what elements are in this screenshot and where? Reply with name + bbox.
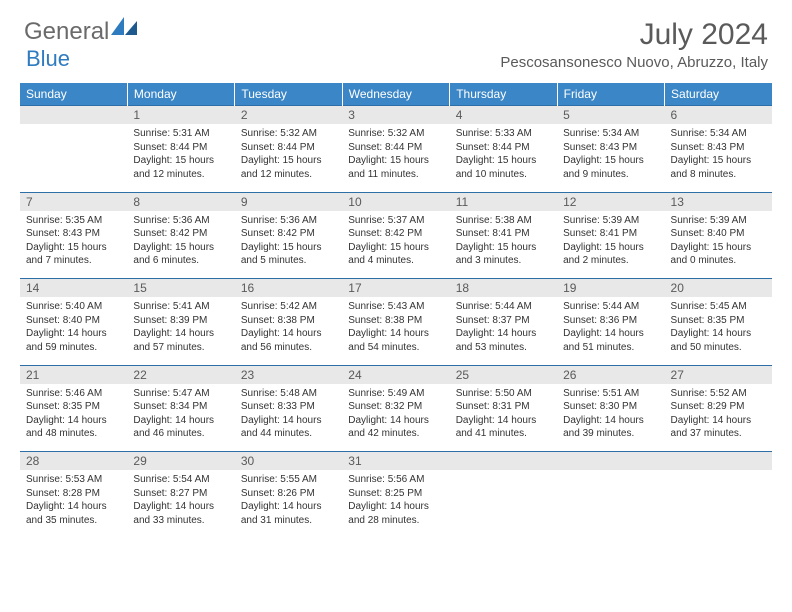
- day-detail-cell: Sunrise: 5:41 AMSunset: 8:39 PMDaylight:…: [127, 297, 234, 365]
- location: Pescosansonesco Nuovo, Abruzzo, Italy: [500, 54, 768, 71]
- day-detail-cell: Sunrise: 5:32 AMSunset: 8:44 PMDaylight:…: [342, 124, 449, 192]
- day-detail-cell: Sunrise: 5:32 AMSunset: 8:44 PMDaylight:…: [235, 124, 342, 192]
- day-detail-cell: Sunrise: 5:56 AMSunset: 8:25 PMDaylight:…: [342, 470, 449, 538]
- day-detail-cell: Sunrise: 5:34 AMSunset: 8:43 PMDaylight:…: [557, 124, 664, 192]
- day-detail-row: Sunrise: 5:31 AMSunset: 8:44 PMDaylight:…: [20, 124, 772, 192]
- day-number-cell: 2: [235, 106, 342, 125]
- day-number-cell: [450, 452, 557, 471]
- day-detail-cell: Sunrise: 5:45 AMSunset: 8:35 PMDaylight:…: [665, 297, 772, 365]
- day-detail-cell: Sunrise: 5:52 AMSunset: 8:29 PMDaylight:…: [665, 384, 772, 452]
- logo: General: [24, 18, 115, 46]
- weekday-header: Wednesday: [342, 83, 449, 106]
- day-number-cell: 14: [20, 279, 127, 298]
- day-number-row: 28293031: [20, 452, 772, 471]
- weekday-header: Saturday: [665, 83, 772, 106]
- day-detail-cell: Sunrise: 5:38 AMSunset: 8:41 PMDaylight:…: [450, 211, 557, 279]
- day-detail-cell: Sunrise: 5:55 AMSunset: 8:26 PMDaylight:…: [235, 470, 342, 538]
- day-number-row: 21222324252627: [20, 365, 772, 384]
- day-number-cell: 12: [557, 192, 664, 211]
- day-number-cell: 17: [342, 279, 449, 298]
- day-number-cell: 5: [557, 106, 664, 125]
- day-detail-cell: Sunrise: 5:34 AMSunset: 8:43 PMDaylight:…: [665, 124, 772, 192]
- calendar-table: SundayMondayTuesdayWednesdayThursdayFrid…: [20, 83, 772, 538]
- day-number-cell: 31: [342, 452, 449, 471]
- day-detail-cell: [20, 124, 127, 192]
- day-detail-row: Sunrise: 5:35 AMSunset: 8:43 PMDaylight:…: [20, 211, 772, 279]
- day-number-row: 123456: [20, 106, 772, 125]
- day-detail-cell: Sunrise: 5:37 AMSunset: 8:42 PMDaylight:…: [342, 211, 449, 279]
- day-detail-cell: Sunrise: 5:48 AMSunset: 8:33 PMDaylight:…: [235, 384, 342, 452]
- day-detail-cell: [450, 470, 557, 538]
- day-detail-cell: Sunrise: 5:46 AMSunset: 8:35 PMDaylight:…: [20, 384, 127, 452]
- day-detail-cell: Sunrise: 5:31 AMSunset: 8:44 PMDaylight:…: [127, 124, 234, 192]
- day-detail-cell: Sunrise: 5:54 AMSunset: 8:27 PMDaylight:…: [127, 470, 234, 538]
- day-number-cell: 28: [20, 452, 127, 471]
- day-detail-cell: Sunrise: 5:42 AMSunset: 8:38 PMDaylight:…: [235, 297, 342, 365]
- day-number-cell: 29: [127, 452, 234, 471]
- day-detail-cell: Sunrise: 5:36 AMSunset: 8:42 PMDaylight:…: [235, 211, 342, 279]
- day-number-cell: 3: [342, 106, 449, 125]
- day-number-cell: 10: [342, 192, 449, 211]
- day-number-cell: 7: [20, 192, 127, 211]
- day-detail-cell: Sunrise: 5:43 AMSunset: 8:38 PMDaylight:…: [342, 297, 449, 365]
- day-number-cell: 4: [450, 106, 557, 125]
- day-number-cell: 1: [127, 106, 234, 125]
- day-number-cell: [20, 106, 127, 125]
- day-number-cell: 15: [127, 279, 234, 298]
- day-number-cell: 16: [235, 279, 342, 298]
- day-detail-cell: Sunrise: 5:53 AMSunset: 8:28 PMDaylight:…: [20, 470, 127, 538]
- day-number-cell: 6: [665, 106, 772, 125]
- day-detail-row: Sunrise: 5:40 AMSunset: 8:40 PMDaylight:…: [20, 297, 772, 365]
- header: General July 2024 Pescosansonesco Nuovo,…: [0, 0, 792, 77]
- day-detail-cell: Sunrise: 5:39 AMSunset: 8:41 PMDaylight:…: [557, 211, 664, 279]
- day-number-cell: 9: [235, 192, 342, 211]
- day-detail-cell: Sunrise: 5:39 AMSunset: 8:40 PMDaylight:…: [665, 211, 772, 279]
- day-detail-cell: Sunrise: 5:49 AMSunset: 8:32 PMDaylight:…: [342, 384, 449, 452]
- day-detail-cell: Sunrise: 5:44 AMSunset: 8:36 PMDaylight:…: [557, 297, 664, 365]
- day-detail-cell: Sunrise: 5:35 AMSunset: 8:43 PMDaylight:…: [20, 211, 127, 279]
- logo-text-2: Blue: [26, 46, 70, 72]
- day-number-cell: [665, 452, 772, 471]
- day-number-cell: 23: [235, 365, 342, 384]
- weekday-header: Friday: [557, 83, 664, 106]
- day-detail-cell: Sunrise: 5:36 AMSunset: 8:42 PMDaylight:…: [127, 211, 234, 279]
- weekday-header: Thursday: [450, 83, 557, 106]
- day-number-cell: 8: [127, 192, 234, 211]
- title-block: July 2024 Pescosansonesco Nuovo, Abruzzo…: [500, 18, 768, 71]
- day-detail-row: Sunrise: 5:53 AMSunset: 8:28 PMDaylight:…: [20, 470, 772, 538]
- day-number-cell: 22: [127, 365, 234, 384]
- weekday-header: Tuesday: [235, 83, 342, 106]
- day-detail-row: Sunrise: 5:46 AMSunset: 8:35 PMDaylight:…: [20, 384, 772, 452]
- day-number-cell: 19: [557, 279, 664, 298]
- logo-sail-icon: [111, 17, 137, 35]
- day-detail-cell: Sunrise: 5:44 AMSunset: 8:37 PMDaylight:…: [450, 297, 557, 365]
- day-number-cell: 30: [235, 452, 342, 471]
- day-number-cell: 24: [342, 365, 449, 384]
- day-number-cell: 18: [450, 279, 557, 298]
- day-detail-cell: Sunrise: 5:51 AMSunset: 8:30 PMDaylight:…: [557, 384, 664, 452]
- logo-text-1: General: [24, 18, 109, 46]
- day-number-cell: 20: [665, 279, 772, 298]
- day-detail-cell: [557, 470, 664, 538]
- day-detail-cell: Sunrise: 5:47 AMSunset: 8:34 PMDaylight:…: [127, 384, 234, 452]
- day-number-cell: [557, 452, 664, 471]
- weekday-header: Monday: [127, 83, 234, 106]
- day-detail-cell: Sunrise: 5:50 AMSunset: 8:31 PMDaylight:…: [450, 384, 557, 452]
- day-detail-cell: Sunrise: 5:40 AMSunset: 8:40 PMDaylight:…: [20, 297, 127, 365]
- day-detail-cell: [665, 470, 772, 538]
- weekday-header-row: SundayMondayTuesdayWednesdayThursdayFrid…: [20, 83, 772, 106]
- weekday-header: Sunday: [20, 83, 127, 106]
- day-number-cell: 21: [20, 365, 127, 384]
- day-number-cell: 26: [557, 365, 664, 384]
- day-number-cell: 25: [450, 365, 557, 384]
- day-detail-cell: Sunrise: 5:33 AMSunset: 8:44 PMDaylight:…: [450, 124, 557, 192]
- month-title: July 2024: [500, 18, 768, 52]
- day-number-row: 14151617181920: [20, 279, 772, 298]
- day-number-cell: 27: [665, 365, 772, 384]
- day-number-cell: 11: [450, 192, 557, 211]
- day-number-row: 78910111213: [20, 192, 772, 211]
- day-number-cell: 13: [665, 192, 772, 211]
